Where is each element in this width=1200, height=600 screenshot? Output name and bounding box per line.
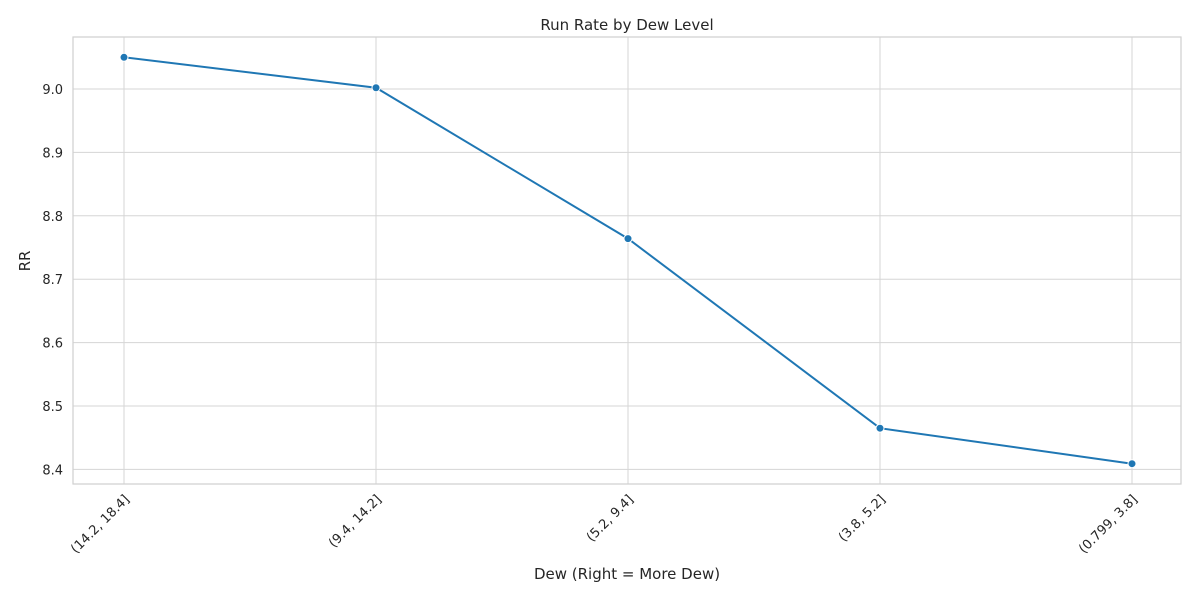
y-axis-ticks: 8.4 8.5 8.6 8.7 8.8 8.9 9.0 (42, 83, 63, 478)
chart-title: Run Rate by Dew Level (540, 16, 713, 34)
x-axis-label: Dew (Right = More Dew) (534, 565, 720, 583)
data-point (875, 423, 885, 433)
y-tick-label: 8.7 (42, 273, 63, 288)
grid (73, 37, 1181, 484)
x-tick-label: (9.4, 14.2] (326, 492, 385, 551)
y-tick-label: 8.4 (42, 463, 63, 478)
data-point (623, 234, 633, 244)
y-tick-label: 8.6 (42, 337, 63, 352)
y-tick-label: 8.5 (42, 400, 63, 415)
data-point (1127, 459, 1137, 469)
x-tick-label: (5.2, 9.4] (584, 492, 637, 545)
y-tick-label: 8.8 (42, 210, 63, 225)
y-tick-label: 9.0 (42, 83, 63, 98)
x-tick-label: (14.2, 18.4] (68, 492, 133, 557)
x-tick-label: (0.799, 3.8] (1076, 492, 1141, 557)
x-axis-ticks: (14.2, 18.4] (9.4, 14.2] (5.2, 9.4] (3.8, 5… (68, 492, 1141, 557)
plot-frame (72, 36, 1182, 485)
series (119, 52, 1137, 469)
y-axis-label: RR (16, 251, 34, 272)
y-tick-label: 8.9 (42, 146, 63, 161)
data-point (119, 52, 129, 62)
x-tick-label: (3.8, 5.2] (836, 492, 889, 545)
data-point (371, 83, 381, 93)
